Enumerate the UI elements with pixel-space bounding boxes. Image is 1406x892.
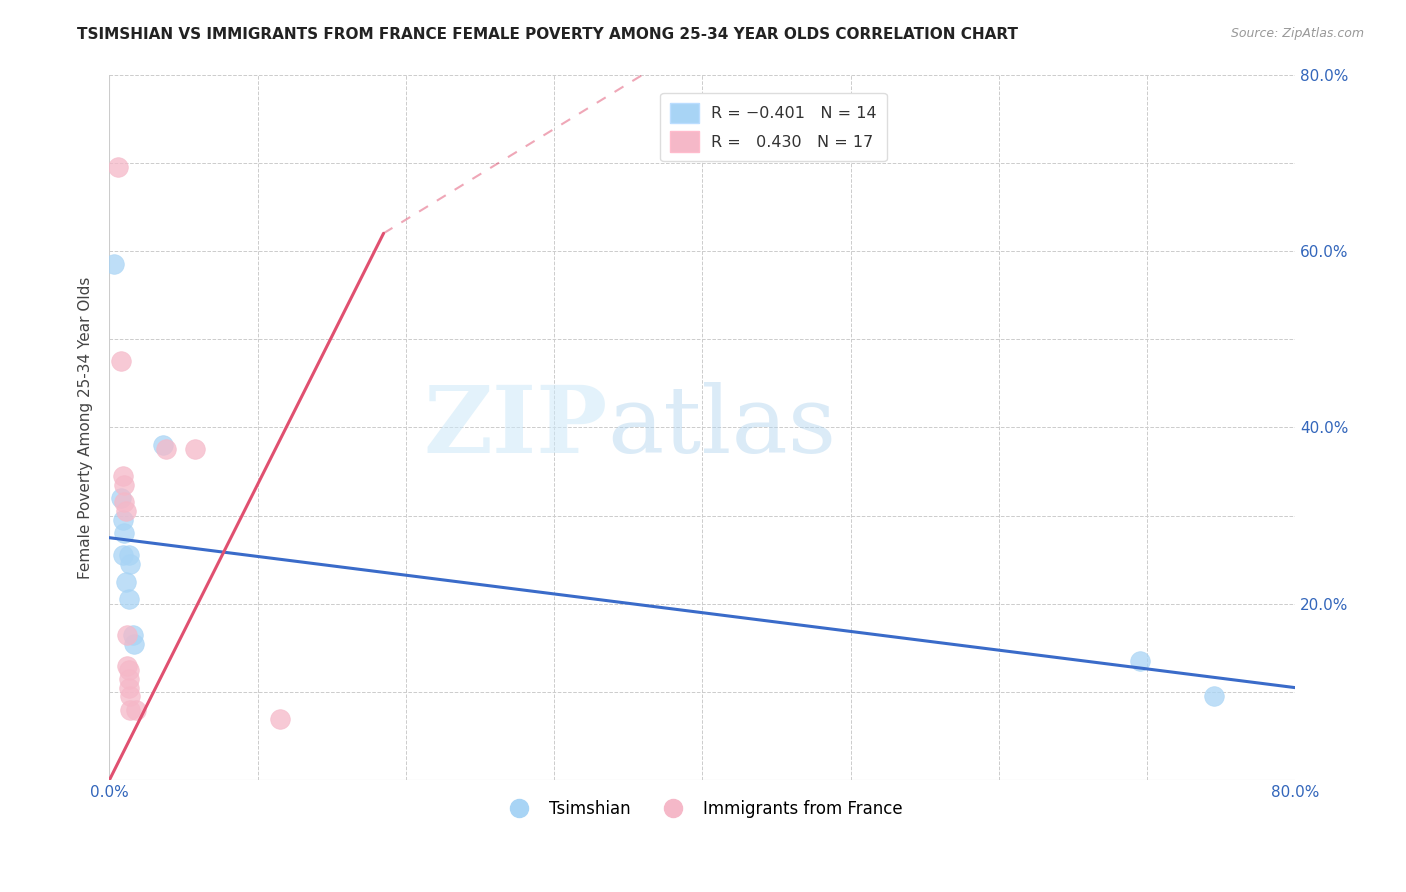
Point — [110, 491, 132, 505]
Point — [117, 663, 139, 677]
Point — [118, 557, 141, 571]
Point — [112, 495, 135, 509]
Point — [117, 681, 139, 695]
Point — [1129, 654, 1152, 668]
Point — [269, 712, 291, 726]
Point — [122, 628, 145, 642]
Text: Source: ZipAtlas.com: Source: ZipAtlas.com — [1230, 27, 1364, 40]
Point — [117, 672, 139, 686]
Point — [111, 469, 134, 483]
Point — [114, 574, 136, 589]
Point — [112, 526, 135, 541]
Point — [115, 658, 138, 673]
Point — [125, 703, 148, 717]
Point — [115, 628, 138, 642]
Point — [184, 442, 207, 457]
Point — [118, 690, 141, 704]
Point — [107, 160, 129, 174]
Point — [118, 703, 141, 717]
Point — [124, 636, 146, 650]
Point — [112, 477, 135, 491]
Point — [103, 257, 125, 271]
Point — [111, 549, 134, 563]
Point — [110, 354, 132, 368]
Point — [114, 504, 136, 518]
Y-axis label: Female Poverty Among 25-34 Year Olds: Female Poverty Among 25-34 Year Olds — [79, 277, 93, 579]
Point — [117, 592, 139, 607]
Point — [1202, 690, 1225, 704]
Point — [117, 549, 139, 563]
Text: ZIP: ZIP — [423, 383, 607, 473]
Text: TSIMSHIAN VS IMMIGRANTS FROM FRANCE FEMALE POVERTY AMONG 25-34 YEAR OLDS CORRELA: TSIMSHIAN VS IMMIGRANTS FROM FRANCE FEMA… — [77, 27, 1018, 42]
Text: atlas: atlas — [607, 383, 837, 473]
Point — [152, 438, 174, 452]
Legend: Tsimshian, Immigrants from France: Tsimshian, Immigrants from France — [496, 794, 908, 825]
Point — [111, 513, 134, 527]
Point — [155, 442, 177, 457]
